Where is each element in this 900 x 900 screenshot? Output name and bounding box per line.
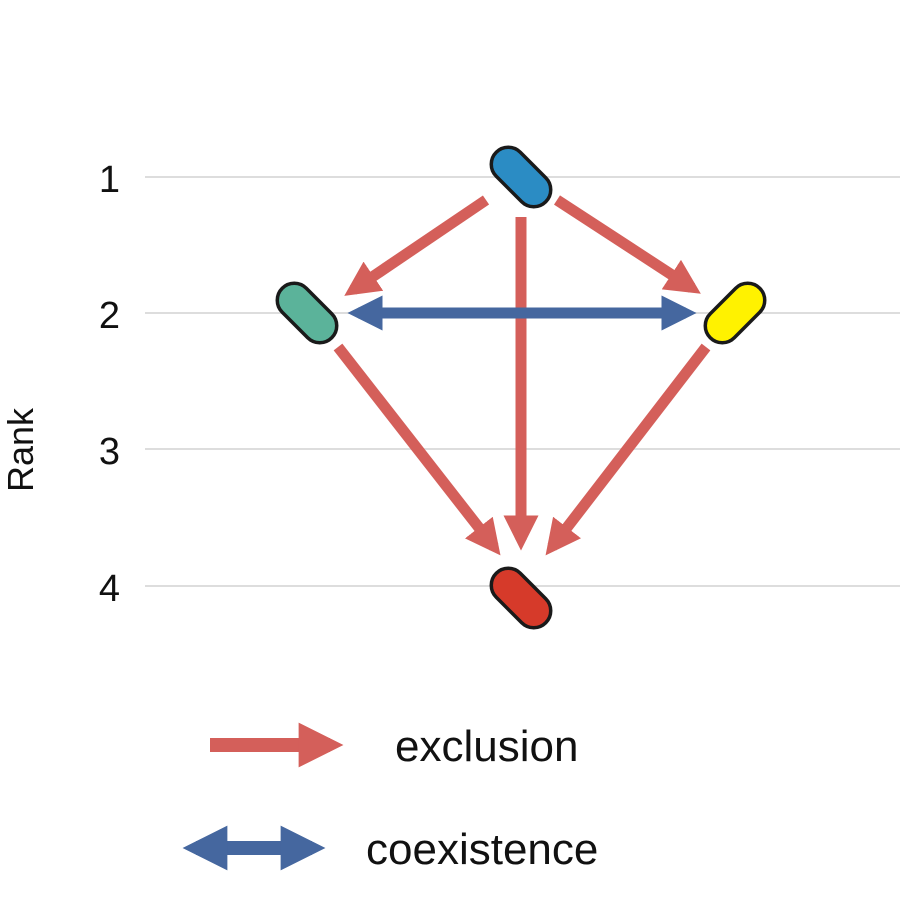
node-red [489, 566, 553, 630]
edge-blue-to-green [344, 195, 490, 296]
node-blue [489, 145, 553, 209]
legend-coexistence-label: coexistence [366, 825, 598, 874]
legend: exclusion coexistence [182, 722, 598, 874]
edge-blue-to-yellow [553, 195, 701, 294]
exclusion-edges [333, 195, 711, 556]
node-yellow [703, 281, 767, 345]
tick-label-1: 1 [99, 159, 120, 201]
tick-label-4: 4 [99, 568, 120, 610]
edge-green-to-red [333, 343, 501, 556]
y-axis-label: Rank [0, 407, 41, 492]
tick-label-3: 3 [99, 431, 120, 473]
edge-yellow-to-red [545, 343, 711, 556]
tick-label-2: 2 [99, 295, 120, 337]
node-green [275, 281, 339, 345]
legend-exclusion-label: exclusion [395, 722, 578, 771]
y-axis: 1 2 3 4 Rank [0, 159, 120, 610]
nodes [275, 145, 767, 630]
